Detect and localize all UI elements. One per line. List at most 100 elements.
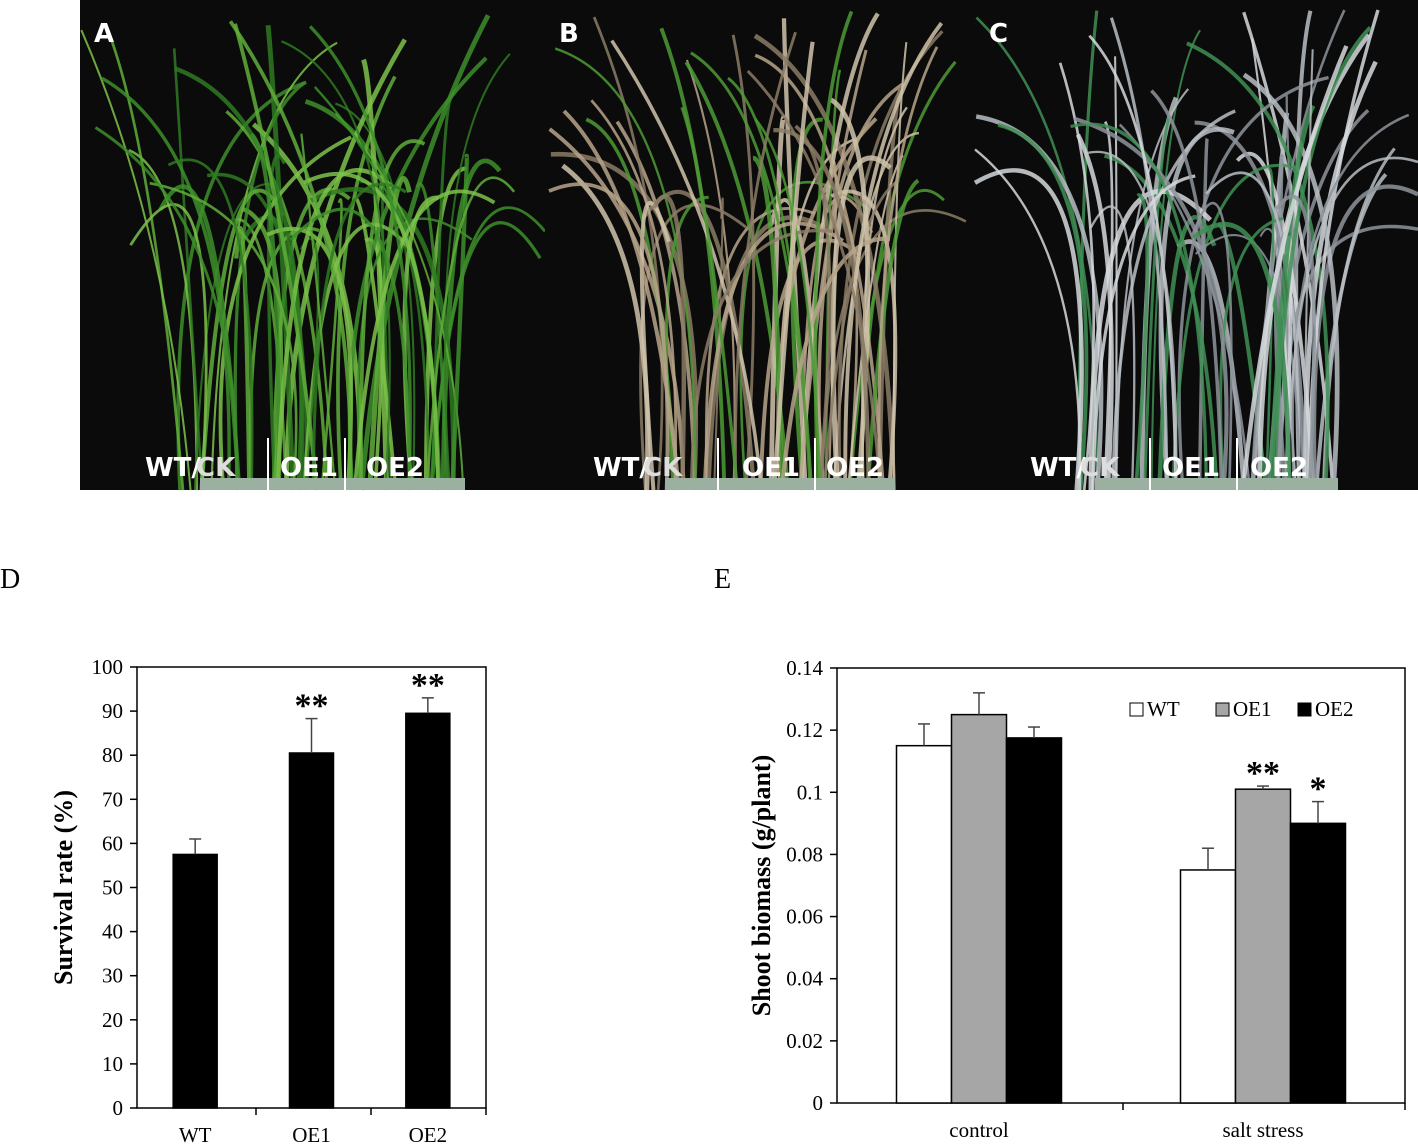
panel-letter: A bbox=[94, 19, 114, 49]
leaf bbox=[225, 110, 329, 491]
genotype-label: WT/ bbox=[1030, 453, 1086, 483]
leaf bbox=[1150, 89, 1224, 491]
leaf bbox=[367, 176, 412, 491]
leaf bbox=[768, 115, 787, 491]
leaf bbox=[430, 221, 542, 491]
legend-label: WT bbox=[1147, 697, 1180, 721]
legend-label: OE1 bbox=[1233, 697, 1272, 721]
legend-swatch bbox=[1129, 702, 1144, 717]
x-tick-label: control bbox=[949, 1118, 1009, 1142]
significance: ** bbox=[1246, 755, 1280, 792]
y-tick-label: 60 bbox=[102, 831, 123, 855]
leaf bbox=[275, 168, 394, 491]
leaf bbox=[651, 194, 687, 491]
bar bbox=[1005, 737, 1063, 1104]
y-tick-label: 0.06 bbox=[786, 905, 823, 929]
x-tick-label: OE2 bbox=[409, 1123, 448, 1145]
leaf bbox=[746, 69, 882, 491]
leaf bbox=[1286, 156, 1418, 491]
y-tick-label: 90 bbox=[102, 699, 123, 723]
y-tick-label: 0.1 bbox=[797, 780, 823, 804]
leaf bbox=[615, 120, 697, 491]
leaf bbox=[172, 48, 204, 491]
leaf bbox=[590, 99, 678, 491]
significance: ** bbox=[411, 667, 445, 704]
pot bbox=[665, 478, 895, 490]
y-tick-label: 70 bbox=[102, 787, 123, 811]
y-tick-label: 0.02 bbox=[786, 1029, 823, 1053]
legend-swatch bbox=[1215, 702, 1230, 717]
leaf bbox=[1194, 234, 1302, 491]
genotype-label: CK bbox=[643, 453, 683, 483]
leaf bbox=[352, 189, 496, 491]
plants bbox=[80, 14, 547, 491]
leaf bbox=[443, 53, 511, 491]
leaf bbox=[335, 112, 465, 491]
y-tick-label: 50 bbox=[102, 876, 123, 900]
bar bbox=[1289, 822, 1347, 1104]
y-axis-title: Survival rate (%) bbox=[49, 790, 78, 985]
bar bbox=[895, 744, 953, 1104]
leaf bbox=[548, 127, 686, 491]
genotype-label: OE1 bbox=[742, 453, 800, 483]
leaf bbox=[1111, 109, 1236, 491]
panel-label: D bbox=[0, 564, 20, 595]
genotype-label: OE1 bbox=[280, 453, 338, 483]
leaf bbox=[1314, 173, 1388, 491]
leaf bbox=[1192, 222, 1292, 491]
leaf bbox=[359, 139, 426, 491]
leaf bbox=[425, 176, 516, 491]
bar bbox=[405, 712, 451, 1109]
leaf bbox=[356, 217, 473, 491]
plot-frame bbox=[836, 667, 1406, 1104]
genotype-label: OE2 bbox=[826, 453, 884, 483]
leaf bbox=[1073, 116, 1229, 491]
y-tick-label: 40 bbox=[102, 920, 123, 944]
leaf bbox=[94, 126, 238, 491]
significance: ** bbox=[295, 688, 329, 725]
bar bbox=[288, 752, 335, 1109]
leaf bbox=[1070, 122, 1208, 491]
leaf bbox=[781, 18, 808, 491]
leaf bbox=[974, 148, 1082, 491]
genotype-label: CK bbox=[1080, 453, 1120, 483]
leaf bbox=[106, 28, 185, 491]
leaf bbox=[1075, 133, 1114, 491]
y-tick-label: 100 bbox=[92, 655, 124, 679]
leaf bbox=[877, 46, 939, 491]
bar bbox=[1179, 869, 1237, 1104]
y-tick-label: 30 bbox=[102, 964, 123, 988]
leaf bbox=[1304, 60, 1378, 491]
leaf bbox=[228, 20, 353, 491]
leaf bbox=[561, 163, 651, 491]
leaf bbox=[973, 168, 1084, 491]
leaf bbox=[101, 76, 231, 491]
panel-letter: C bbox=[989, 19, 1008, 49]
y-tick-label: 0.08 bbox=[786, 842, 823, 866]
leaf bbox=[1091, 174, 1196, 491]
leaf bbox=[771, 41, 815, 491]
leaf bbox=[281, 40, 391, 491]
leaf bbox=[562, 109, 681, 491]
leaf bbox=[1291, 113, 1410, 491]
leaf bbox=[713, 197, 724, 491]
leaf bbox=[167, 158, 254, 491]
bar bbox=[172, 853, 218, 1109]
leaf bbox=[218, 135, 352, 491]
bar bbox=[950, 713, 1008, 1104]
leaf bbox=[997, 123, 1089, 491]
leaf bbox=[265, 25, 296, 491]
y-tick-label: 0 bbox=[813, 1091, 824, 1115]
leaf bbox=[548, 182, 670, 491]
leaf bbox=[1271, 26, 1372, 491]
leaf bbox=[690, 51, 812, 491]
leaf bbox=[680, 106, 740, 491]
legend-swatch bbox=[1297, 702, 1312, 717]
leaf bbox=[1157, 215, 1217, 491]
leaf bbox=[233, 23, 320, 491]
leaf bbox=[592, 16, 664, 491]
plants bbox=[548, 10, 967, 491]
leaf bbox=[1088, 188, 1212, 491]
leaf bbox=[129, 203, 208, 491]
leaf bbox=[1264, 167, 1275, 491]
